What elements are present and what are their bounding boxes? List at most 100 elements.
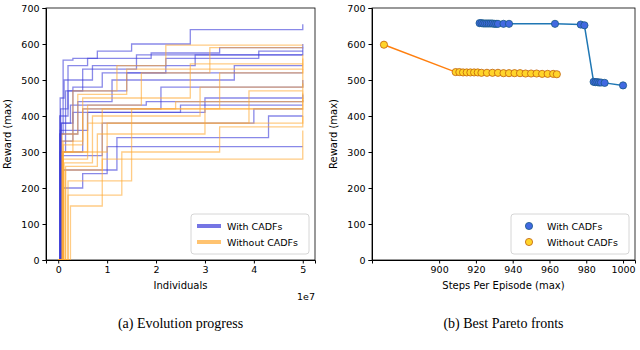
plot-area (58, 24, 303, 260)
y-tick-label: 200 (21, 183, 39, 194)
series-line (58, 55, 303, 260)
y-tick: 300 (347, 147, 372, 158)
x-tick: 920 (467, 260, 485, 275)
x-axis-title: Steps Per Episode (max) (442, 280, 564, 291)
x-tick: 1 (105, 260, 111, 275)
x-tick-label: 980 (578, 264, 596, 275)
y-tick-label: 100 (347, 219, 365, 230)
y-axis: 0100200300400500600700 (347, 3, 372, 266)
legend-marker (525, 222, 532, 229)
x-tick-label: 960 (541, 264, 559, 275)
series-line (58, 58, 303, 260)
x-tick-label: 5 (300, 264, 306, 275)
y-axis-line (369, 9, 373, 261)
y-tick-label: 400 (21, 111, 39, 122)
x-tick-mark (586, 260, 587, 264)
y-tick-label: 600 (347, 39, 365, 50)
legend: With CADFsWithout CADFs (511, 214, 629, 254)
y-tick: 0 (359, 255, 372, 266)
y-tick: 200 (21, 183, 46, 194)
x-tick: 1000 (611, 260, 635, 275)
y-axis-line (43, 9, 47, 261)
x-tick-label: 940 (504, 264, 522, 275)
legend-box (191, 214, 309, 254)
series-marker (601, 79, 608, 86)
series (58, 24, 303, 260)
y-tick-label: 0 (33, 255, 39, 266)
y-tick-mark (43, 44, 47, 45)
x-tick: 960 (541, 260, 559, 275)
x-tick-mark (549, 260, 550, 264)
series-marker (551, 20, 558, 27)
series-line (58, 105, 303, 260)
series-line (58, 64, 303, 260)
x-tick-label: 0 (56, 264, 62, 275)
y-tick: 400 (21, 111, 46, 122)
chart-panel: 0123450100200300400500600700IndividualsR… (2, 3, 316, 332)
legend-swatch (197, 240, 221, 244)
legend-swatch (197, 224, 221, 228)
y-tick: 600 (347, 39, 372, 50)
x-tick-label: 1000 (611, 264, 635, 275)
y-tick-mark (43, 8, 47, 9)
x-tick: 0 (56, 260, 62, 275)
series-line (480, 23, 623, 85)
series-line (58, 48, 303, 260)
figure: 0 1 2 3 4 5 0 100 200 300 400 500 600 700 Individuals R… (0, 0, 640, 350)
series-line (58, 130, 303, 260)
y-tick-label: 0 (359, 255, 365, 266)
x-tick: 4 (251, 260, 257, 275)
x-tick: 980 (578, 260, 596, 275)
y-axis-title: Reward (max) (328, 99, 339, 169)
series-line (58, 51, 303, 260)
x-tick-mark (476, 260, 477, 264)
y-tick-mark (369, 8, 373, 9)
legend-label: With CADFs (547, 221, 603, 232)
series-marker (581, 22, 588, 29)
x-tick-label: 2 (154, 264, 160, 275)
y-tick: 500 (21, 75, 46, 86)
y-tick-mark (43, 224, 47, 225)
y-tick-mark (369, 224, 373, 225)
legend-label: With CADFs (227, 221, 283, 232)
x-tick-label: 3 (202, 264, 208, 275)
x-tick-mark (58, 260, 59, 264)
x-tick-mark (156, 260, 157, 264)
chart-panel: 9009209409609801000010020030040050060070… (328, 3, 636, 332)
series-line (58, 45, 303, 260)
x-axis-title: Individuals (154, 280, 208, 291)
series-marker (505, 20, 512, 27)
series-line (58, 98, 303, 260)
y-tick-label: 100 (21, 219, 39, 230)
y-axis-title: Reward (max) (2, 99, 13, 169)
x-axis-line (373, 261, 636, 264)
y-tick-label: 500 (347, 75, 365, 86)
series (476, 20, 627, 89)
series-line (58, 109, 303, 260)
series-line (58, 116, 303, 260)
y-tick: 500 (347, 75, 372, 86)
series (380, 41, 560, 78)
y-tick-label: 600 (21, 39, 39, 50)
legend-marker (525, 238, 532, 245)
x-tick-mark (623, 260, 624, 264)
y-tick-label: 700 (21, 3, 39, 14)
x-tick-label: 4 (251, 264, 257, 275)
y-tick: 0 (33, 255, 46, 266)
series-marker (619, 82, 626, 89)
series-marker (553, 71, 560, 78)
x-tick: 5 (300, 260, 306, 275)
x-axis: 900 920 940 960 980 1000 (373, 260, 636, 275)
x-tick-mark (205, 260, 206, 264)
x-tick-label: 900 (431, 264, 449, 275)
series-line (58, 69, 303, 260)
axis-offset-label: 1e7 (297, 291, 315, 302)
series-line (58, 48, 303, 260)
y-tick-mark (369, 44, 373, 45)
x-tick: 900 (431, 260, 449, 275)
series-line (58, 44, 303, 260)
x-tick: 940 (504, 260, 522, 275)
legend: With CADFsWithout CADFs (191, 214, 309, 254)
y-tick-label: 700 (347, 3, 365, 14)
x-tick-label: 1 (105, 264, 111, 275)
